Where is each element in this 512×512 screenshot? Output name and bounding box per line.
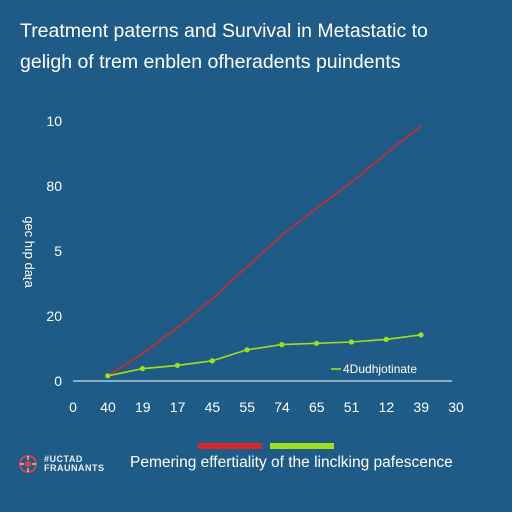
legend-swatch-red bbox=[198, 443, 262, 449]
x-tick-label: 74 bbox=[274, 399, 290, 415]
x-tick-label: 39 bbox=[413, 399, 429, 415]
chart-title-line-2: geligh of trem enblen ofheradents puinde… bbox=[20, 51, 401, 73]
series-2-point bbox=[418, 332, 424, 338]
series-2-point bbox=[244, 347, 250, 353]
series-2-point bbox=[383, 336, 389, 342]
x-tick-label: 0 bbox=[69, 399, 77, 415]
x-tick-label: 45 bbox=[205, 399, 221, 415]
x-tick-label: 30 bbox=[448, 399, 464, 415]
logo-wordmark: #UCTAD FRAUNANTS bbox=[44, 455, 105, 473]
chart-title-line-1: Treatment paterns and Survival in Metast… bbox=[20, 20, 428, 42]
x-tick-label: 51 bbox=[344, 399, 360, 415]
annotation-label: 4Dudhjotinate bbox=[343, 362, 417, 376]
series-line-1 bbox=[107, 125, 422, 377]
y-tick-label: 5 bbox=[54, 243, 62, 259]
series-2-point bbox=[348, 339, 354, 345]
x-tick-label: 17 bbox=[170, 399, 186, 415]
series-2-point bbox=[279, 342, 285, 348]
y-tick-label: 20 bbox=[46, 308, 62, 324]
logo-text-line-1: #UCTAD bbox=[44, 454, 83, 464]
x-tick-labels: 0 40 19 17 45 55 74 65 51 12 39 30 bbox=[69, 399, 464, 415]
x-tick-label: 55 bbox=[239, 399, 255, 415]
series-2-point bbox=[174, 362, 180, 368]
y-tick-label: 0 bbox=[54, 373, 62, 389]
y-tick-label: 10 bbox=[46, 113, 62, 129]
series-2-point bbox=[105, 373, 111, 379]
legend-swatch-green bbox=[270, 443, 334, 449]
chart-series bbox=[105, 125, 424, 379]
series-2-point bbox=[314, 340, 320, 346]
y-tick-labels: 0 20 5 80 10 bbox=[46, 113, 62, 389]
chart-title: Treatment paterns and Survival in Metast… bbox=[20, 16, 500, 78]
x-tick-label: 40 bbox=[100, 399, 116, 415]
y-tick-label: 80 bbox=[46, 178, 62, 194]
series-2-point bbox=[209, 358, 215, 364]
chart-caption: Pemering effertiality of the linclking p… bbox=[130, 454, 453, 471]
line-chart: 0 20 5 80 10 0 40 19 17 45 55 74 65 51 12 39 30 4Dudhjo… bbox=[20, 113, 464, 415]
chart-annotation: 4Dudhjotinate bbox=[331, 362, 417, 376]
y-axis-label: ɐʇɐp dıɥ ɔǝɓ bbox=[20, 216, 35, 288]
logo-text-line-2: FRAUNANTS bbox=[44, 463, 105, 473]
x-tick-label: 12 bbox=[379, 399, 395, 415]
x-tick-label: 65 bbox=[309, 399, 325, 415]
series-2-point bbox=[140, 366, 146, 372]
series-line-2 bbox=[107, 334, 422, 377]
x-tick-label: 19 bbox=[135, 399, 151, 415]
brand-logo: #UCTAD FRAUNANTS bbox=[18, 452, 128, 474]
logo-emblem-icon bbox=[19, 455, 37, 473]
